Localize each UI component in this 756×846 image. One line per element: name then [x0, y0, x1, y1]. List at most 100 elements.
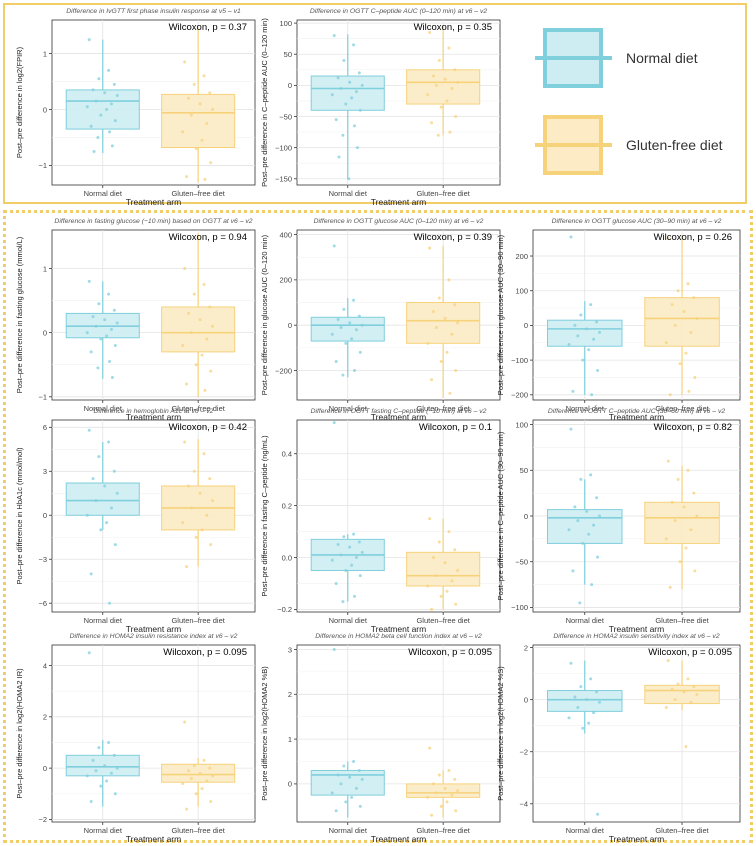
data-point	[595, 320, 599, 324]
y-tick-label: −4	[519, 800, 528, 809]
data-point	[439, 359, 443, 363]
data-point	[200, 353, 204, 357]
data-point	[689, 528, 693, 532]
box-gluten-free-diet	[644, 459, 720, 590]
data-point	[97, 746, 101, 750]
data-point	[85, 105, 89, 109]
chart-panel-11: −4 −2 0 2 Normal diet Gluten–free dietTreatme…	[496, 633, 741, 844]
data-point	[443, 786, 447, 790]
box-iqr	[644, 684, 720, 705]
legend-label: Normal diet	[626, 50, 698, 66]
data-point	[587, 532, 591, 536]
data-point	[682, 690, 686, 694]
x-tick-label: Normal diet	[329, 404, 368, 413]
box-iqr	[546, 690, 623, 712]
data-point	[194, 363, 198, 367]
box-normal-diet	[310, 647, 385, 818]
data-point	[209, 369, 213, 373]
data-point	[334, 359, 338, 363]
chart-panel-9: −2 0 2 4 Normal diet Gluten–free dietTreatmen…	[15, 633, 256, 844]
data-point	[443, 316, 447, 320]
data-point	[181, 343, 185, 347]
data-point	[357, 71, 361, 75]
data-point	[115, 491, 119, 495]
box-iqr	[310, 316, 385, 342]
y-tick-label: 0	[288, 81, 292, 90]
data-point	[439, 105, 443, 109]
data-point	[334, 118, 338, 122]
x-axis-title: Treatment arm	[371, 624, 426, 634]
data-point	[198, 491, 202, 495]
wilcoxon-annotation: Wilcoxon, p = 0.095	[163, 647, 247, 658]
data-point	[569, 427, 573, 431]
data-point	[332, 647, 336, 651]
y-tick-label: 0.4	[282, 450, 292, 459]
data-point	[360, 323, 364, 327]
data-point	[428, 246, 432, 250]
x-tick-label: Gluten–free diet	[655, 616, 709, 625]
data-point	[185, 565, 189, 569]
data-point	[454, 809, 458, 813]
data-point	[103, 764, 107, 768]
data-point	[670, 303, 674, 307]
data-point	[443, 561, 447, 565]
data-point	[354, 328, 358, 332]
wilcoxon-annotation: Wilcoxon, p = 0.42	[169, 422, 247, 433]
data-point	[595, 690, 599, 694]
box-gluten-free-diet	[161, 233, 236, 397]
data-point	[598, 330, 602, 334]
data-point	[428, 746, 432, 750]
data-point	[581, 358, 585, 362]
data-point	[192, 292, 196, 296]
data-point	[97, 77, 101, 81]
data-point	[596, 555, 600, 559]
data-point	[431, 310, 435, 314]
chart-title: Difference in OGTT fasting C–peptide (−1…	[311, 408, 487, 415]
data-point	[181, 130, 185, 134]
data-point	[89, 572, 93, 576]
data-point	[447, 278, 451, 282]
data-point	[436, 133, 440, 137]
x-tick-label: Normal diet	[84, 616, 123, 625]
data-point	[357, 768, 361, 772]
data-point	[426, 93, 430, 97]
x-axis-title: Treatment arm	[371, 834, 426, 844]
box-gluten-free-diet	[406, 746, 481, 818]
data-point	[186, 311, 190, 315]
data-point	[456, 789, 460, 793]
data-point	[579, 685, 583, 689]
data-point	[192, 469, 196, 473]
data-point	[341, 600, 345, 604]
data-point	[447, 768, 451, 772]
data-point	[437, 58, 441, 62]
data-point	[689, 700, 693, 704]
x-axis-title: Treatment arm	[126, 412, 181, 422]
data-point	[684, 351, 688, 355]
box-iqr	[161, 306, 236, 353]
data-point	[105, 334, 109, 338]
data-point	[692, 491, 696, 495]
x-axis-title: Treatment arm	[126, 624, 181, 634]
y-tick-label: 1	[288, 735, 292, 744]
box-normal-diet	[546, 660, 623, 816]
box-normal-diet	[65, 279, 140, 380]
y-tick-label: 0.2	[282, 501, 292, 510]
chart-panel-8: −100 −50 0 50 100 Normal diet Gluten–free diet…	[496, 408, 741, 634]
data-point	[354, 90, 358, 94]
data-point	[350, 96, 354, 100]
data-point	[670, 500, 674, 504]
box-gluten-free-diet	[161, 439, 236, 569]
legend-label: Gluten-free diet	[626, 137, 723, 153]
data-point	[673, 698, 677, 702]
data-point	[203, 388, 207, 392]
data-point	[209, 799, 213, 803]
y-tick-label: −100	[511, 356, 528, 365]
data-point	[428, 30, 432, 34]
data-point	[348, 321, 352, 325]
data-point	[205, 513, 209, 517]
data-point	[456, 568, 460, 572]
data-point	[596, 369, 600, 373]
data-point	[676, 477, 680, 481]
bottom-panel-frame	[3, 210, 753, 843]
